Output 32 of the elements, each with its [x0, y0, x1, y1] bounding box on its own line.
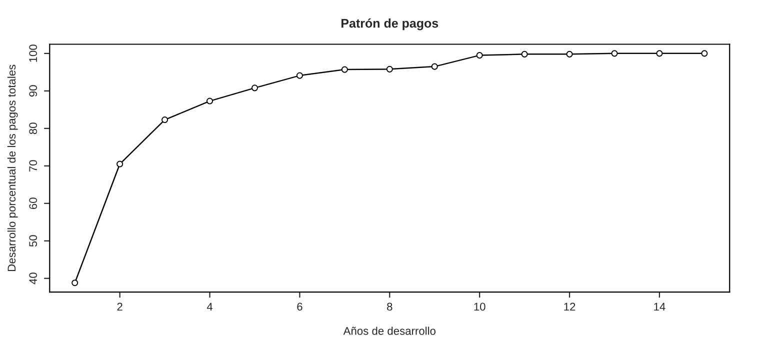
- point: [521, 50, 528, 58]
- y-tick-label: 90: [29, 85, 38, 97]
- point: [162, 116, 168, 124]
- point: [341, 66, 348, 73]
- x-tick-label: 6: [297, 302, 302, 311]
- point: [566, 50, 573, 58]
- point: [386, 66, 393, 72]
- x-tick-label: 4: [206, 302, 213, 311]
- point: [476, 52, 483, 59]
- x-tick-label: 14: [654, 302, 666, 311]
- point: [701, 50, 708, 57]
- y-tick-label: 60: [29, 198, 38, 210]
- x-tick-label: 12: [564, 302, 576, 311]
- x-tick-label: 8: [387, 302, 392, 311]
- y-tick-label: 80: [29, 122, 38, 134]
- y-axis-title: Desarrollo porcentual de los pagos totales: [7, 64, 18, 271]
- x-axis-title: Años de desarrollo: [343, 326, 436, 335]
- point: [251, 84, 258, 92]
- point: [656, 50, 663, 57]
- y-tick-label: 100: [29, 44, 38, 62]
- y-tick-label: 40: [29, 272, 38, 284]
- y-tick-label: 70: [29, 160, 38, 172]
- point: [611, 50, 618, 57]
- chart-title: Patrón de pagos: [342, 18, 438, 30]
- y-tick-label: 50: [29, 235, 38, 247]
- point: [431, 63, 438, 70]
- point: [296, 72, 303, 79]
- point: [72, 280, 78, 286]
- point: [206, 98, 214, 104]
- x-tick-label: 2: [117, 302, 122, 311]
- x-tick-label: 10: [474, 302, 486, 311]
- point: [116, 160, 124, 168]
